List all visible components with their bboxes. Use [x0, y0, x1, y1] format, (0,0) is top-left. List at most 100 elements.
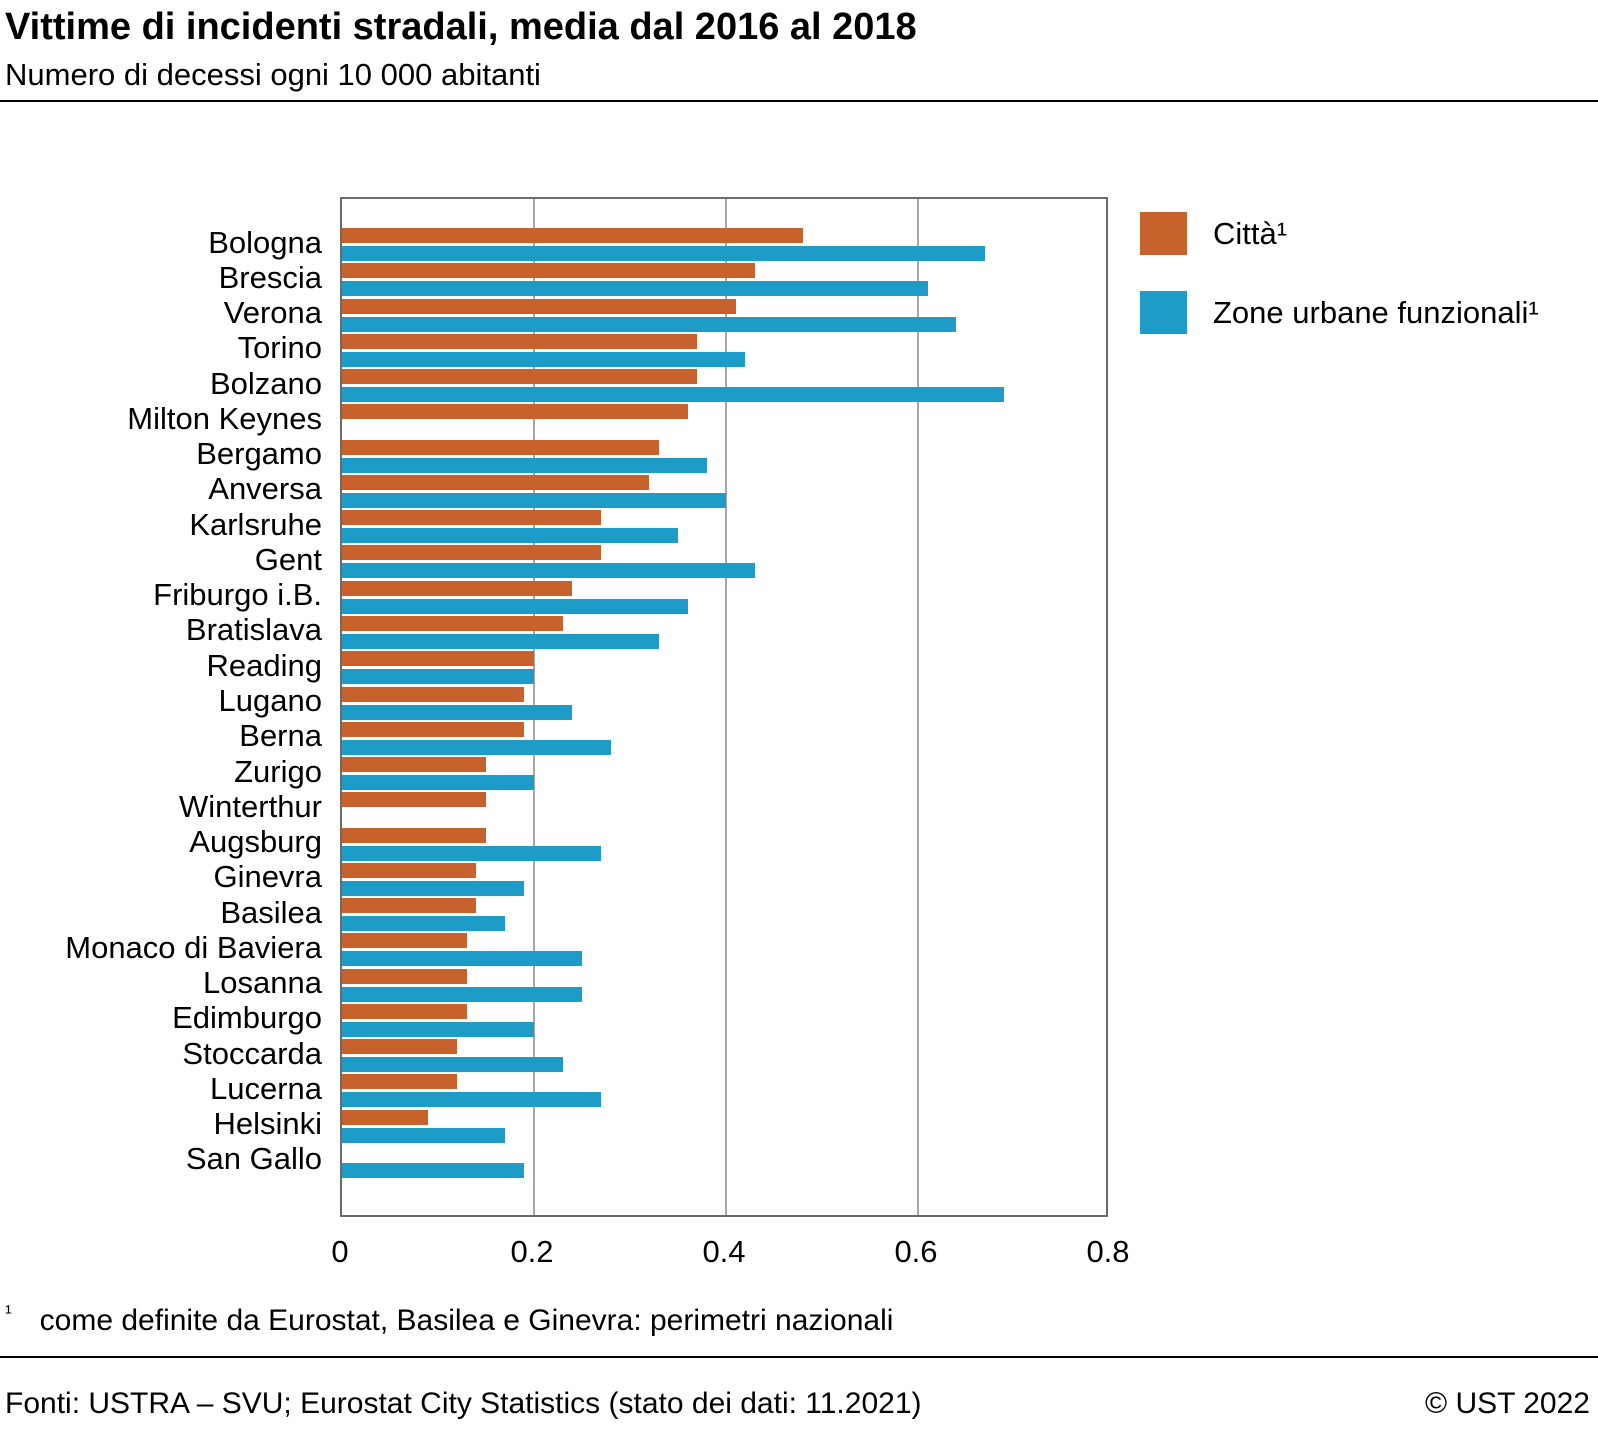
- bar-series-1: [342, 492, 726, 508]
- bar-series-0: [342, 474, 650, 490]
- bar-series-0: [342, 651, 534, 667]
- legend-swatch-zone-urbane: [1140, 291, 1187, 334]
- y-axis-label: Bratislava: [185, 612, 322, 648]
- y-axis-label: Torino: [237, 330, 322, 366]
- bar-series-1: [342, 316, 957, 332]
- divider-top: [0, 100, 1598, 102]
- y-axis-label: Ginevra: [213, 859, 322, 895]
- y-axis-label: Lugano: [218, 682, 322, 718]
- bar-series-0: [342, 686, 525, 702]
- bar-series-1: [342, 951, 582, 967]
- y-axis-label: Edimburgo: [172, 1000, 322, 1036]
- copyright-text: © UST 2022: [1425, 1387, 1590, 1420]
- bar-series-0: [342, 1003, 467, 1019]
- bar-series-1: [342, 1021, 534, 1037]
- bar-series-0: [342, 369, 698, 385]
- y-axis-label: Stoccarda: [182, 1035, 322, 1071]
- bar-series-0: [342, 580, 573, 596]
- bar-series-0: [342, 757, 486, 773]
- y-axis-label: Lucerna: [209, 1070, 322, 1106]
- y-axis-label: Verona: [223, 295, 322, 331]
- y-axis-label: Bolzano: [209, 365, 322, 401]
- bar-series-1: [342, 633, 659, 649]
- source-text: Fonti: USTRA – SVU; Eurostat City Statis…: [5, 1387, 922, 1420]
- bar-series-0: [342, 228, 803, 244]
- bar-series-0: [342, 615, 563, 631]
- chart-title: Vittime di incidenti stradali, media dal…: [5, 6, 917, 48]
- bar-series-0: [342, 545, 602, 561]
- bar-series-0: [342, 298, 736, 314]
- bar-series-0: [342, 792, 486, 808]
- x-axis: 0 0.2 0.4 0.6 0.8: [331, 1234, 1129, 1276]
- x-axis-tick: 0: [331, 1234, 349, 1269]
- y-axis-label: San Gallo: [185, 1141, 322, 1177]
- bar-series-1: [342, 457, 707, 473]
- legend-label-citta: Città¹: [1213, 215, 1288, 251]
- y-axis-label: Friburgo i.B.: [153, 577, 322, 613]
- bar-series-0: [342, 404, 688, 420]
- bar-series-1: [342, 246, 986, 262]
- legend-swatch-citta: [1140, 212, 1187, 255]
- gridline: [725, 199, 727, 1215]
- y-axis-label: Karlsruhe: [189, 506, 322, 542]
- y-axis-label: Monaco di Baviera: [65, 929, 322, 965]
- bar-series-0: [342, 898, 477, 914]
- chart-subtitle: Numero di decessi ogni 10 000 abitanti: [5, 57, 541, 92]
- y-axis-label: Bergamo: [196, 436, 322, 472]
- bar-series-0: [342, 1109, 429, 1125]
- bar-series-0: [342, 1074, 458, 1090]
- bar-series-1: [342, 351, 746, 367]
- bar-series-1: [342, 1092, 602, 1108]
- gridline: [917, 199, 919, 1215]
- y-axis-label: Bologna: [208, 224, 322, 260]
- bar-series-1: [342, 704, 573, 720]
- bar-series-0: [342, 333, 698, 349]
- bar-series-1: [342, 1057, 563, 1073]
- bar-series-1: [342, 880, 525, 896]
- bar-series-0: [342, 510, 602, 526]
- y-axis-label: Reading: [206, 647, 322, 683]
- bar-series-1: [342, 739, 611, 755]
- legend-label-zone-urbane: Zone urbane funzionali¹: [1213, 294, 1539, 330]
- bar-chart: Bologna Brescia Verona Torino Bolzano Milton …: [0, 197, 1598, 1217]
- y-axis-label: Losanna: [203, 965, 322, 1001]
- bar-series-1: [342, 1127, 506, 1143]
- plot-area: [340, 197, 1108, 1217]
- bar-series-1: [342, 528, 678, 544]
- legend-item-zone-urbane: Zone urbane funzionali¹: [1140, 291, 1539, 334]
- legend: Città¹ Zone urbane funzionali¹: [1140, 212, 1539, 334]
- bar-series-0: [342, 263, 755, 279]
- x-axis-tick: 0.8: [1086, 1234, 1130, 1269]
- y-axis-label: Milton Keynes: [127, 400, 322, 436]
- bar-series-1: [342, 1162, 525, 1178]
- bar-series-0: [342, 933, 467, 949]
- y-axis-label: Helsinki: [213, 1106, 322, 1142]
- bar-series-1: [342, 986, 582, 1002]
- bar-series-0: [342, 862, 477, 878]
- y-axis-label: Winterthur: [179, 788, 322, 824]
- y-axis-label: Anversa: [208, 471, 322, 507]
- y-axis-label: Gent: [254, 541, 322, 577]
- y-axis-label: Basilea: [220, 894, 322, 930]
- bar-series-1: [342, 916, 506, 932]
- bar-series-0: [342, 721, 525, 737]
- bar-series-1: [342, 775, 534, 791]
- bar-series-1: [342, 387, 1005, 403]
- bar-series-0: [342, 968, 467, 984]
- y-axis-label: Berna: [239, 718, 322, 754]
- y-axis-label: Brescia: [218, 259, 322, 295]
- bar-series-1: [342, 598, 688, 614]
- bar-series-0: [342, 1039, 458, 1055]
- bar-series-0: [342, 439, 659, 455]
- footnote-marker: ¹: [5, 1302, 12, 1324]
- legend-item-citta: Città¹: [1140, 212, 1539, 255]
- x-axis-tick: 0.4: [702, 1234, 746, 1269]
- x-axis-tick: 0.2: [510, 1234, 554, 1269]
- bar-series-1: [342, 281, 928, 297]
- footnote: ¹ come definite da Eurostat, Basilea e Gi…: [5, 1302, 893, 1338]
- footnote-text: come definite da Eurostat, Basilea e Gin…: [39, 1304, 894, 1337]
- x-axis-tick: 0.6: [894, 1234, 938, 1269]
- bar-series-1: [342, 563, 755, 579]
- bar-series-1: [342, 669, 534, 685]
